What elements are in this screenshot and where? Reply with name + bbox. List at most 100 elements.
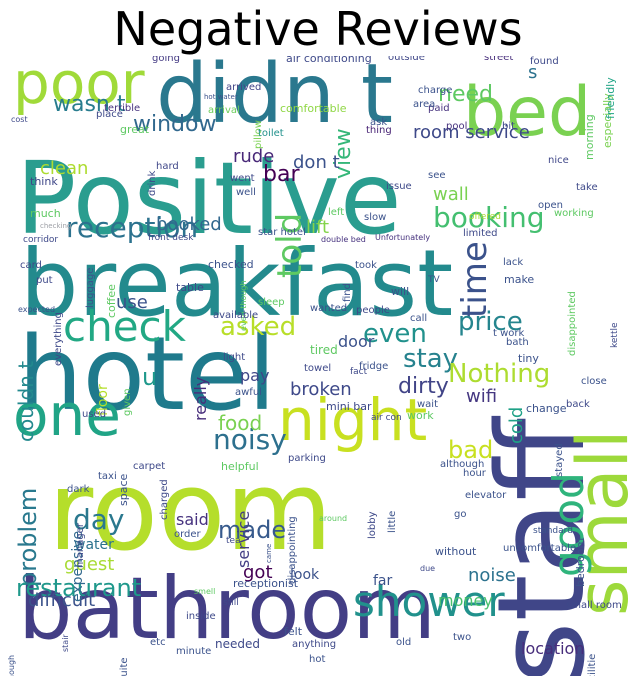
word-cloud-word: bedroom [574,537,587,588]
word-cloud-word: felt [284,625,303,638]
word-cloud-word: said [176,510,209,529]
word-cloud-word: wifi [466,386,498,407]
word-cloud-word: smell [194,587,216,596]
word-cloud-word: bit [502,121,516,132]
word-cloud-word: morning [583,114,596,161]
word-cloud-word: really [191,376,210,421]
word-cloud-word: charged [159,479,170,520]
word-cloud-word: back [566,399,590,410]
word-cloud-word: cost [11,115,28,124]
word-cloud-word: luggage [85,267,96,308]
word-cloud-word: outside [388,56,425,63]
word-cloud-word: hot water [204,93,238,101]
word-cloud-word: elevator [465,490,507,501]
word-cloud-word: one [13,381,121,449]
word-cloud-word: checked [208,258,254,271]
word-cloud-word: needed [215,637,260,651]
word-cloud-word: see [428,170,446,181]
word-cloud-word: receptionist [233,577,299,590]
word-cloud-word: t work [493,328,525,339]
word-cloud-word: came [265,543,273,563]
word-cloud-word: stair [61,634,70,652]
word-cloud-word: friendly [604,77,617,119]
word-cloud-word: due [420,564,436,573]
word-cloud-word: left [328,207,345,218]
word-cloud-word: take [576,182,598,193]
word-cloud-word: sleep [258,297,285,308]
word-cloud-word: order [174,529,201,540]
word-cloud-word: card [20,260,42,271]
word-cloud-word: breakfast [20,230,454,337]
word-cloud-word: location [521,639,585,658]
word-cloud-word: Nothing [448,359,551,389]
word-cloud-word: took [355,260,377,271]
word-cloud-word: front desk [148,233,194,243]
word-cloud-word: toilet [258,128,284,139]
word-cloud-word: arrival [208,105,240,116]
word-cloud-word: fact [350,367,368,377]
word-cloud-word: quite [119,657,130,676]
word-cloud-word: found [530,56,559,67]
word-cloud-word: shower [353,577,505,626]
word-cloud-word: didn t [156,56,394,142]
word-cloud-word: expected [18,305,56,314]
word-cloud-word: lobby [367,511,378,539]
word-cloud-word: ask [370,117,388,128]
word-cloud-word: offered [469,212,501,222]
word-cloud-word: minute [176,646,212,657]
word-cloud-word: dark [67,484,90,495]
word-cloud-word: everything [53,312,64,366]
word-cloud-word: clean [40,158,89,179]
word-cloud-word: checking [40,222,72,230]
word-cloud-word: standard [533,526,573,536]
word-cloud-word: pay [240,366,270,385]
word-cloud-word: used [82,409,107,420]
word-cloud-word: street [484,56,514,63]
word-cloud-word: couldn t [14,360,38,442]
word-cloud-word: asked [220,312,297,342]
word-cloud-word: light [223,352,246,363]
word-cloud-word: inside [186,611,216,622]
word-cloud-word: two [453,632,472,643]
word-cloud-word: kettle [610,322,620,349]
word-cloud-word: difficult [28,590,96,611]
word-cloud-word: even though [239,280,248,331]
word-cloud-word: booking [433,201,545,234]
word-cloud-word: uncomfortable [503,543,577,554]
word-cloud-word: issue [386,181,412,192]
word-cloud-word: coffee [105,283,118,318]
word-cloud-word: working [554,208,594,219]
word-cloud-word: close [581,376,607,387]
word-cloud-word: even [363,319,427,349]
word-cloud-word: place [96,109,123,120]
word-cloud-word: thing [366,125,392,136]
word-cloud-word: corridor [23,235,59,245]
word-cloud: Positive breakfast hotel room bathroom staff b… [8,56,628,676]
word-cloud-word: table [176,281,204,294]
word-cloud-word: hour [463,468,486,479]
word-cloud-word: charge [418,85,453,96]
word-cloud-word: TV [428,275,440,285]
word-cloud-word: much [30,207,61,220]
word-cloud-word: stay [403,344,459,374]
word-cloud-word: don t [293,152,340,173]
word-cloud-word: Positive [16,140,402,257]
word-cloud-word: drink [147,170,158,196]
word-cloud-word: enough [8,654,16,676]
word-cloud-word: wall [433,184,469,205]
word-cloud-word: tiny [518,352,539,365]
word-cloud-word: stayed [554,443,565,477]
word-cloud-word: s [528,62,538,83]
word-cloud-word: little [387,510,398,533]
word-cloud-word: going [152,56,180,64]
word-cloud-word: guest [64,554,115,575]
word-cloud-word: air con [371,413,402,423]
word-cloud-word: terrible [104,103,141,114]
word-cloud-word: given [122,388,133,416]
word-cloud-word: towel [304,363,332,374]
word-cloud-word: price [458,307,523,337]
word-cloud-word: told [270,212,310,278]
word-cloud-word: paid [428,103,450,114]
word-cloud-word: bad [448,436,494,464]
word-cloud-word: cold [506,406,527,445]
